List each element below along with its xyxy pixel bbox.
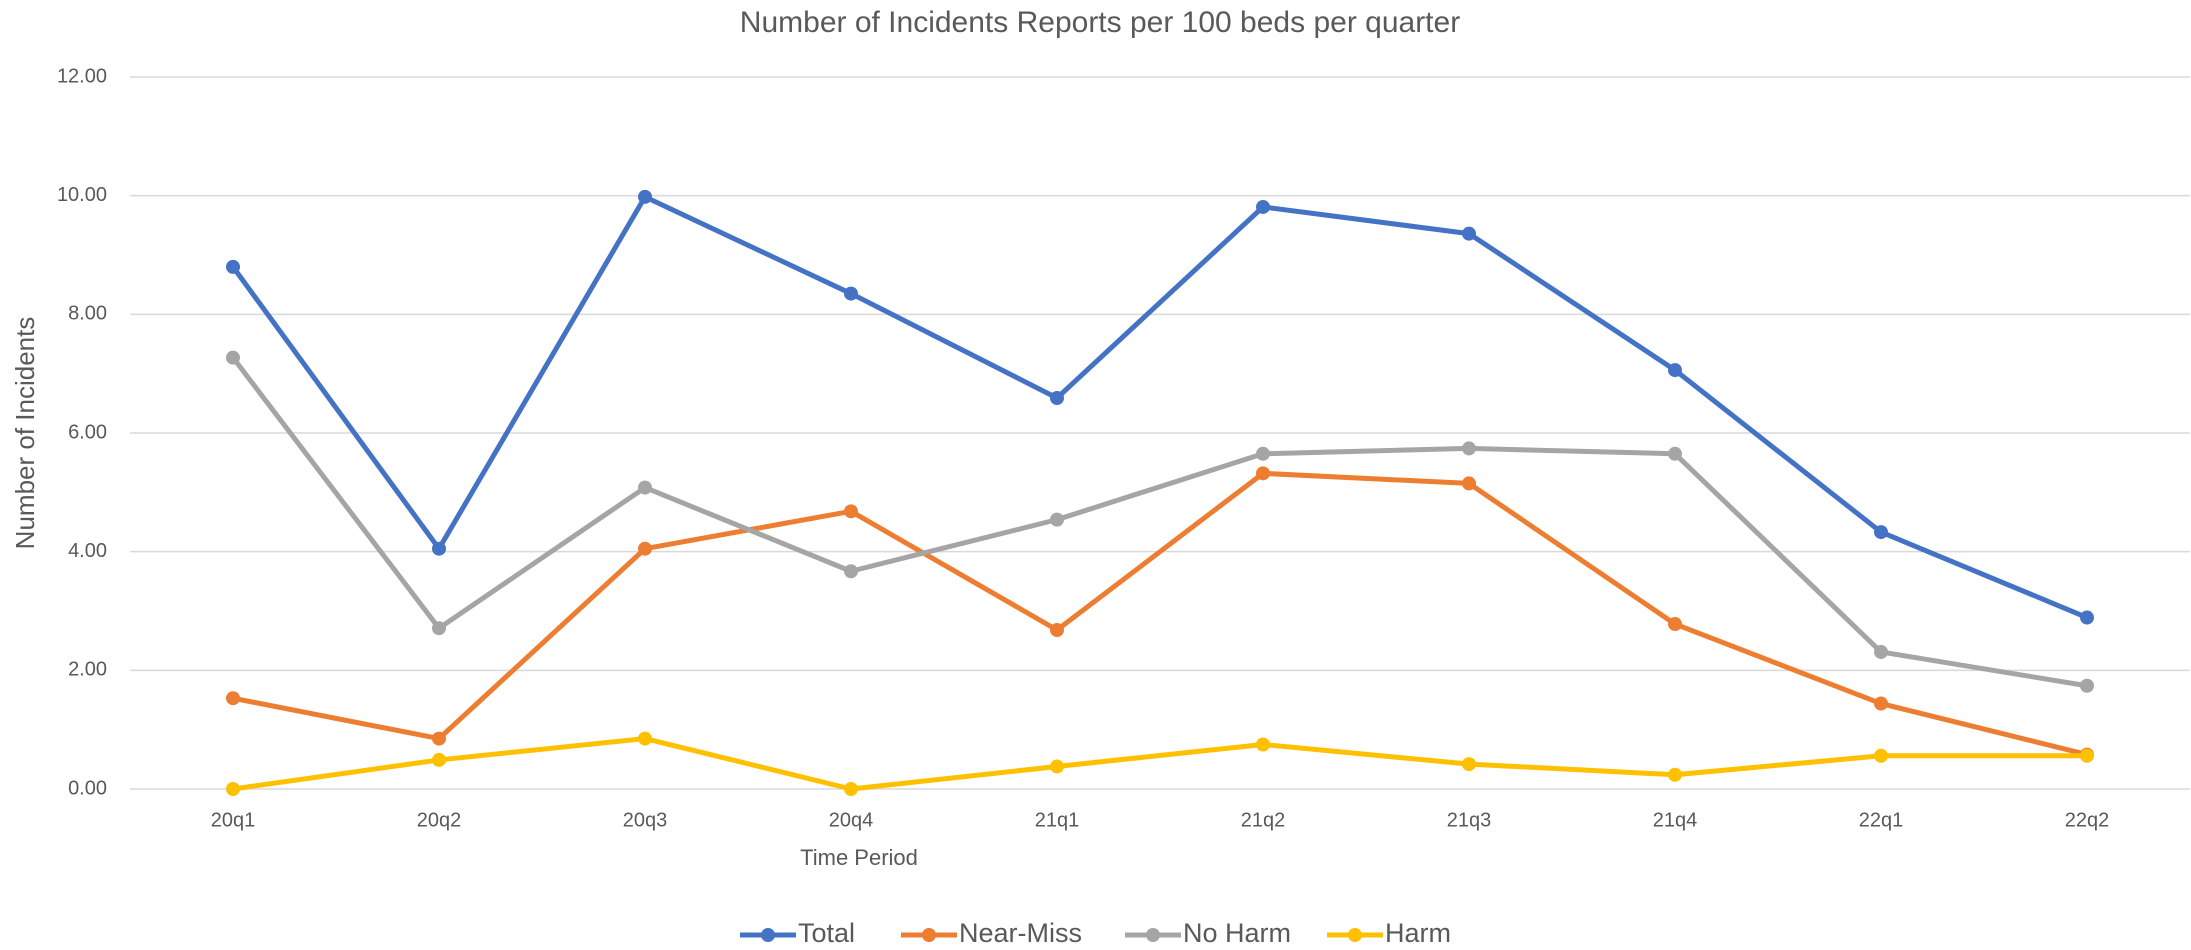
data-point: [226, 782, 240, 796]
data-point: [638, 731, 652, 746]
data-point: [1462, 757, 1476, 772]
data-point: [226, 259, 240, 274]
data-point: [1462, 226, 1476, 241]
legend-label: Harm: [1385, 918, 1451, 948]
series-line: [230, 194, 2088, 620]
data-point: [638, 189, 652, 204]
data-point: [1874, 696, 1888, 711]
legend-marker: [922, 928, 936, 942]
data-point: [844, 564, 858, 579]
legend-label: Total: [798, 918, 855, 948]
y-tick-label: 4.00: [68, 540, 107, 562]
data-point: [1668, 446, 1682, 461]
data-point: [844, 782, 858, 796]
data-point: [1256, 737, 1270, 752]
data-point: [1668, 363, 1682, 378]
data-point: [432, 752, 446, 767]
data-point: [2080, 678, 2094, 693]
data-point: [432, 541, 446, 556]
data-point: [844, 504, 858, 519]
data-point: [1050, 622, 1064, 637]
x-tick-label: 22q2: [2065, 809, 2110, 831]
data-point: [432, 731, 446, 746]
data-point: [1874, 525, 1888, 540]
x-tick-label: 21q3: [1447, 809, 1492, 831]
legend-label: No Harm: [1183, 918, 1291, 948]
x-tick-label: 21q4: [1653, 809, 1698, 831]
data-point: [1668, 617, 1682, 632]
data-point: [1462, 441, 1476, 456]
legend-marker: [1146, 928, 1160, 942]
x-tick-label: 20q4: [829, 809, 874, 831]
x-tick-label: 21q2: [1241, 809, 1286, 831]
series-line: [231, 356, 2088, 689]
data-point: [1668, 767, 1682, 782]
y-tick-label: 8.00: [68, 303, 107, 325]
data-point: [1256, 199, 1270, 214]
data-point: [1874, 748, 1888, 763]
data-point: [432, 621, 446, 636]
legend-label: Near-Miss: [959, 918, 1082, 948]
y-tick-label: 10.00: [57, 184, 107, 206]
data-point: [1050, 759, 1064, 774]
data-point: [1050, 390, 1064, 405]
x-tick-label: 21q1: [1035, 809, 1080, 831]
y-tick-label: 2.00: [68, 659, 107, 681]
x-axis-label: Time Period: [800, 845, 918, 870]
legend-marker: [761, 928, 775, 942]
x-tick-label: 20q3: [623, 809, 668, 831]
data-point: [2080, 748, 2094, 763]
data-point: [638, 541, 652, 556]
chart-title: Number of Incidents Reports per 100 beds…: [740, 6, 1460, 39]
x-tick-label: 22q1: [1859, 809, 1904, 831]
y-tick-label: 6.00: [68, 421, 107, 443]
data-point: [1050, 512, 1064, 527]
data-point: [226, 691, 240, 706]
y-tick-label: 12.00: [57, 65, 107, 87]
legend-marker: [1348, 928, 1362, 942]
y-tick-label: 0.00: [68, 777, 107, 799]
series-line: [232, 470, 2088, 758]
data-point: [1256, 446, 1270, 461]
data-point: [226, 350, 240, 365]
data-point: [1874, 644, 1888, 659]
x-tick-label: 20q2: [417, 809, 462, 831]
data-point: [638, 480, 652, 495]
y-axis-label: Number of Incidents: [10, 317, 40, 550]
x-tick-label: 20q1: [211, 809, 256, 831]
series-line: [232, 736, 2087, 792]
data-point: [1462, 476, 1476, 491]
data-point: [844, 286, 858, 301]
data-point: [1256, 466, 1270, 481]
data-point: [2080, 610, 2094, 625]
